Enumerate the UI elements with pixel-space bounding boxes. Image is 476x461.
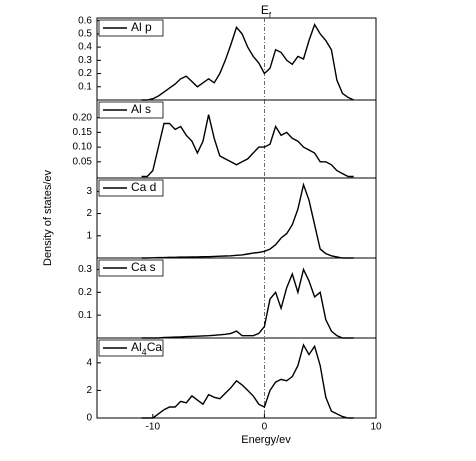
dos-line	[141, 22, 354, 101]
y-tick-label: 2	[86, 208, 92, 219]
fermi-label: Ef	[261, 3, 272, 19]
legend-box	[98, 19, 164, 37]
legend-box	[98, 259, 164, 277]
legend-label: Ca s	[131, 260, 156, 274]
legend-label: Al p	[131, 20, 152, 34]
x-tick-label: -10	[146, 422, 161, 433]
y-tick-label: 0.2	[78, 68, 92, 79]
y-tick-label: 0.10	[73, 142, 93, 153]
y-tick-label: 0.4	[78, 42, 92, 53]
y-tick-label: 0.6	[78, 15, 92, 26]
y-tick-label: 0.1	[78, 81, 92, 92]
panel-frame	[96, 337, 377, 419]
y-tick-label: 0.2	[78, 287, 92, 298]
legend-label: Ca d	[131, 180, 156, 194]
x-tick-label: 0	[262, 422, 268, 433]
legend-box	[98, 179, 164, 197]
y-tick-label: 2	[86, 385, 92, 396]
y-axis-label: Density of states/ev	[42, 170, 54, 266]
dos-line	[141, 182, 354, 259]
y-tick-label: 0.1	[78, 310, 92, 321]
dos-line	[141, 114, 354, 178]
x-tick-label: 10	[370, 422, 382, 433]
legend-label: Al s	[131, 102, 151, 116]
y-tick-label: 4	[86, 357, 92, 368]
y-tick-label: 0.20	[73, 112, 93, 123]
legend-label: Al4Ca	[131, 340, 162, 357]
y-tick-label: 0.5	[78, 29, 92, 40]
y-tick-label: 0.15	[73, 127, 93, 138]
legend-box	[98, 339, 164, 357]
y-tick-label: 3	[86, 186, 92, 197]
x-axis-label: Energy/ev	[241, 434, 291, 446]
dos-line	[141, 267, 354, 339]
legend-box	[98, 101, 164, 119]
y-tick-label: 0	[86, 413, 92, 424]
y-tick-label: 0.05	[73, 156, 93, 167]
y-tick-label: 0.3	[78, 55, 92, 66]
y-tick-label: 0.3	[78, 264, 92, 275]
y-tick-label: 1	[86, 230, 92, 241]
dos-line	[141, 343, 354, 419]
